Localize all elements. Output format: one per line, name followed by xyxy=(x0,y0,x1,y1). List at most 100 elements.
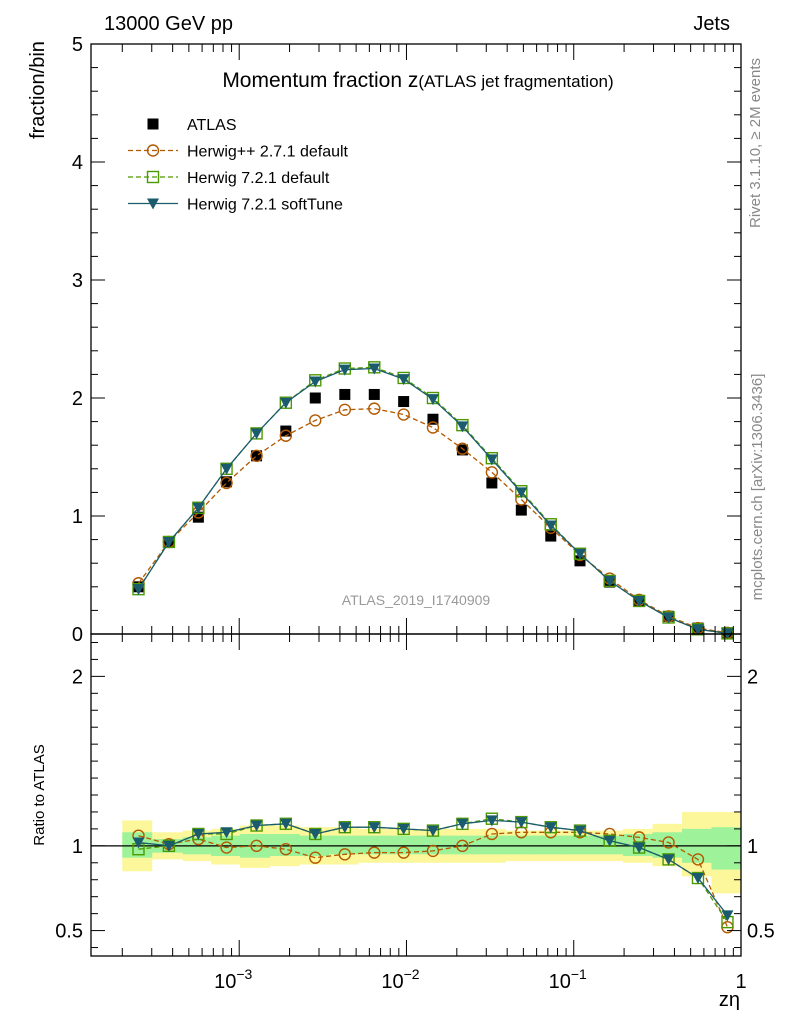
main-point-herwig-2-7-1-default xyxy=(309,414,322,427)
main-point-herwig-2-7-1-default xyxy=(426,421,440,434)
main-y-axis-label: fraction/bin xyxy=(27,41,49,139)
ratio-point-herwig-7-2-1-softtune xyxy=(603,835,616,847)
ratio-point-herwig-2-7-1-default xyxy=(368,846,381,859)
main-point-atlas xyxy=(545,530,557,542)
ratio-line-herwig-2-7-1-default xyxy=(138,831,729,928)
ratio-point-herwig-2-7-1-default xyxy=(279,843,293,856)
ratio-point-herwig-2-7-1-default xyxy=(309,851,322,864)
main-y-tick-label: 4 xyxy=(72,152,83,174)
main-point-herwig-7-2-1-softtune xyxy=(338,364,351,376)
main-point-herwig-7-2-1-softtune xyxy=(515,487,528,499)
main-point-atlas xyxy=(251,450,263,462)
ratio-point-herwig-2-7-1-default xyxy=(250,839,263,853)
main-y-tick-label: 3 xyxy=(72,270,83,292)
ratio-point-herwig-2-7-1-default xyxy=(338,848,352,861)
ratio-point-herwig-2-7-1-default xyxy=(456,839,469,853)
main-point-atlas xyxy=(309,392,321,404)
ratio-band-green xyxy=(357,835,388,855)
analysis-watermark: ATLAS_2019_I1740909 xyxy=(342,592,491,608)
main-point-herwig-2-7-1-default xyxy=(485,466,499,479)
main-title: Momentum fraction z(ATLAS jet fragmentat… xyxy=(222,69,613,92)
ratio-band-green xyxy=(564,835,595,855)
main-point-herwig-7-2-1-softtune xyxy=(544,520,557,532)
ratio-point-herwig-7-2-1-softtune xyxy=(279,818,292,830)
ratio-point-herwig-7-2-1-softtune xyxy=(132,837,145,849)
ratio-band-green xyxy=(505,835,536,855)
ratio-point-herwig-7-2-1-softtune xyxy=(721,910,734,922)
x-tick-label: 10−2 xyxy=(381,966,419,993)
main-point-atlas xyxy=(515,504,527,516)
main-point-herwig-2-7-1-default xyxy=(397,408,410,421)
ratio-band-green xyxy=(534,835,565,855)
ratio-panel xyxy=(91,811,742,934)
ratio-point-herwig-2-7-1-default xyxy=(662,836,675,849)
main-point-herwig-7-2-1-softtune xyxy=(397,374,410,386)
main-point-herwig-2-7-1-default xyxy=(338,403,352,416)
main-point-herwig-7-2-1-softtune xyxy=(633,595,646,607)
main-y-tick-label: 5 xyxy=(72,34,83,56)
ratio-point-herwig-2-7-1-default xyxy=(426,844,440,858)
main-point-herwig-7-2-1-softtune xyxy=(662,612,675,624)
main-point-herwig-2-7-1-default xyxy=(220,476,233,490)
main-point-herwig-7-2-1-softtune xyxy=(309,376,322,388)
main-y-tick-label: 0 xyxy=(72,624,83,646)
ratio-point-herwig-2-7-1-default xyxy=(220,841,233,854)
main-line-herwig-2-7-1-default xyxy=(137,407,728,634)
ratio-plot-frame xyxy=(90,633,742,957)
ratio-point-herwig-7-2-1-softtune xyxy=(573,825,586,837)
main-point-atlas xyxy=(280,425,292,437)
ratio-point-herwig-7-2-1-softtune xyxy=(397,823,410,835)
main-point-atlas xyxy=(456,444,468,456)
main-y-tick-label: 1 xyxy=(72,506,83,528)
legend: ATLAS Herwig++ 2.7.1 default Herwig 7.2.1 … xyxy=(128,117,349,214)
legend-label-atlas: ATLAS xyxy=(187,117,237,134)
main-point-herwig-7-2-1-softtune xyxy=(573,548,586,560)
legend-marker-herwig-7-2-1-softtune xyxy=(147,198,159,210)
ratio-band-green xyxy=(475,835,506,855)
x-tick-label: 1 xyxy=(735,971,746,993)
ratio-y-tick-label: 2 xyxy=(72,666,83,688)
ratio-y-axis-label: Ratio to ATLAS xyxy=(31,744,48,845)
main-point-herwig-7-2-1-softtune xyxy=(456,421,469,433)
main-point-atlas xyxy=(192,511,204,523)
ratio-point-herwig-7-2-1-softtune xyxy=(368,822,381,834)
main-point-herwig-7-2-1-softtune xyxy=(368,363,381,375)
header-right-label: Jets xyxy=(693,13,730,35)
ratio-point-herwig-2-7-1-default xyxy=(397,846,410,859)
ratio-y-tick-label-right: 1 xyxy=(747,836,758,858)
x-axis-label: zη xyxy=(719,989,740,1011)
ratio-point-herwig-7-2-1-softtune xyxy=(220,827,233,839)
ratio-point-herwig-7-2-1-softtune xyxy=(456,818,469,830)
mcplots-reference-label: mcplots.cern.ch [arXiv:1306.3436] xyxy=(749,374,766,601)
ratio-y-tick-label-right: 2 xyxy=(747,666,758,688)
main-point-herwig-7-2-1-softtune xyxy=(132,584,145,596)
main-point-atlas xyxy=(486,477,498,489)
main-point-herwig-7-2-1-softtune xyxy=(691,624,704,636)
main-point-herwig-2-7-1-default xyxy=(250,449,263,463)
main-point-herwig-7-2-1-softtune xyxy=(162,536,175,548)
main-point-herwig-2-7-1-default xyxy=(368,402,381,415)
header-left-label: 13000 GeV pp xyxy=(104,13,233,35)
legend-marker-herwig-2-7-1-default xyxy=(146,144,160,157)
main-point-herwig-2-7-1-default xyxy=(279,429,293,442)
x-tick-label: 10−3 xyxy=(214,966,252,993)
main-panel xyxy=(132,361,734,640)
main-point-herwig-7-2-1-softtune xyxy=(426,394,439,406)
legend-marker-atlas xyxy=(147,118,159,130)
ratio-point-herwig-2-7-1-default xyxy=(485,827,499,841)
ratio-y-tick-label: 1 xyxy=(72,836,83,858)
ratio-band-green xyxy=(446,835,477,855)
ratio-point-herwig-7-2-1-softtune xyxy=(426,825,439,837)
legend-label-herwig-7-2-1-default: Herwig 7.2.1 default xyxy=(187,170,330,187)
ratio-band-green xyxy=(328,835,359,855)
ratio-point-herwig-7-2-1-softtune xyxy=(485,815,498,827)
main-point-atlas xyxy=(339,388,351,400)
ratio-point-herwig-7-2-1-softtune xyxy=(515,817,528,829)
axes: 0 1 2 3 4 5 0.5 0.5 1 1 2 2 10−3 10−2 10−1 1 xyxy=(55,34,775,993)
ratio-point-herwig-7-2-1-softtune xyxy=(633,842,646,854)
main-point-herwig-7-2-1-softtune xyxy=(220,463,233,475)
legend-label-herwig-2-7-1-default: Herwig++ 2.7.1 default xyxy=(187,144,349,161)
main-y-tick-label: 2 xyxy=(72,388,83,410)
x-tick-label: 10−1 xyxy=(549,966,587,993)
